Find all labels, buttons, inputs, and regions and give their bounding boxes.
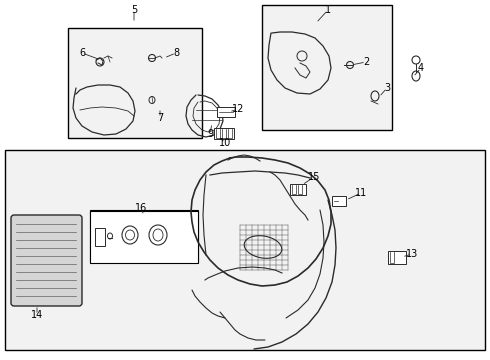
Text: 1: 1 bbox=[325, 5, 331, 15]
Text: 6: 6 bbox=[79, 48, 85, 58]
Bar bbox=[332, 196, 346, 206]
Text: 9: 9 bbox=[207, 129, 213, 139]
Text: 12: 12 bbox=[232, 104, 244, 114]
Text: 5: 5 bbox=[131, 5, 137, 15]
Bar bbox=[217, 107, 235, 117]
Text: 3: 3 bbox=[384, 83, 390, 93]
Bar bbox=[95, 228, 105, 246]
Bar bbox=[214, 128, 234, 139]
Text: 10: 10 bbox=[219, 138, 231, 148]
Text: 16: 16 bbox=[135, 203, 147, 213]
Bar bbox=[68, 28, 202, 138]
Text: 13: 13 bbox=[406, 249, 418, 259]
Text: 11: 11 bbox=[355, 188, 367, 198]
Text: 4: 4 bbox=[418, 63, 424, 73]
Bar bbox=[90, 211, 198, 263]
Bar bbox=[5, 150, 485, 350]
FancyBboxPatch shape bbox=[11, 215, 82, 306]
Bar bbox=[262, 5, 392, 130]
Bar bbox=[90, 210, 198, 262]
Bar bbox=[290, 184, 306, 195]
Bar bbox=[388, 251, 406, 264]
Text: 14: 14 bbox=[31, 310, 43, 320]
Text: 7: 7 bbox=[157, 113, 163, 123]
Text: 15: 15 bbox=[308, 172, 320, 182]
Text: 8: 8 bbox=[173, 48, 179, 58]
Text: 2: 2 bbox=[363, 57, 369, 67]
